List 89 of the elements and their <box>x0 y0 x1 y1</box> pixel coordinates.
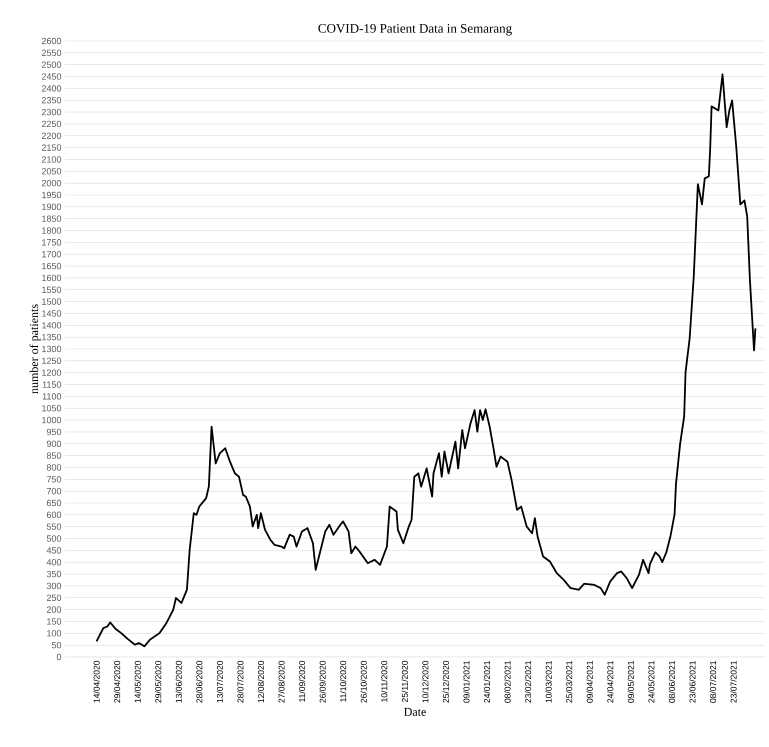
x-tick-label: 23/06/2021 <box>689 660 696 703</box>
y-tick-label: 350 <box>46 570 62 578</box>
y-tick-label: 2600 <box>42 38 62 44</box>
y-tick-label: 600 <box>46 512 62 518</box>
y-tick-label: 2300 <box>42 108 62 116</box>
y-tick-label: 1500 <box>42 298 62 305</box>
x-tick-label: 26/10/2020 <box>360 660 367 703</box>
y-tick-label: 1400 <box>42 322 62 328</box>
y-tick-label: 550 <box>46 523 62 530</box>
y-tick-label: 2200 <box>42 132 62 139</box>
x-tick-label: 08/02/2021 <box>504 660 511 703</box>
x-tick-label: 14/04/2020 <box>93 660 100 702</box>
y-tick-label: 950 <box>46 428 62 436</box>
y-tick-label: 2550 <box>42 50 62 56</box>
y-tick-label: 850 <box>46 452 62 459</box>
y-tick-label: 450 <box>46 547 62 554</box>
y-tick-label: 1650 <box>42 262 62 270</box>
y-tick-label: 650 <box>46 500 62 506</box>
line-series <box>96 74 756 648</box>
y-tick-label: 1800 <box>42 227 62 234</box>
y-tick-label: 2350 <box>42 97 62 104</box>
y-tick-label: 300 <box>46 582 62 590</box>
y-tick-label: 2050 <box>42 168 62 174</box>
x-tick-label: 09/05/2021 <box>628 660 634 703</box>
x-tick-label: 25/12/2020 <box>442 660 449 703</box>
x-tick-label: 10/12/2020 <box>422 660 428 702</box>
y-tick-label: 1300 <box>42 346 62 352</box>
x-tick-label: 26/09/2020 <box>319 660 326 703</box>
x-tick-label: 11/10/2020 <box>340 660 346 702</box>
y-tick-label: 1100 <box>42 393 62 400</box>
x-tick-label: 08/06/2021 <box>668 660 675 703</box>
x-tick-label: 14/05/2020 <box>134 660 141 702</box>
y-axis-title: number of patients <box>30 304 41 394</box>
x-tick-label: 23/07/2021 <box>730 660 737 703</box>
x-tick-label: 11/09/2020 <box>298 660 306 702</box>
x-tick-label: 09/01/2021 <box>463 660 470 703</box>
y-tick-label: 1850 <box>42 215 62 222</box>
y-tick-label: 200 <box>46 606 62 613</box>
x-tick-label: 10/11/2020 <box>381 660 388 702</box>
y-tick-label: 2150 <box>42 144 62 151</box>
y-tick-label: 1150 <box>42 381 62 388</box>
y-tick-label: 1000 <box>42 416 62 424</box>
x-tick-label: 24/01/2021 <box>484 660 490 703</box>
y-tick-label: 50 <box>52 642 62 648</box>
y-tick-label: 2250 <box>42 120 62 128</box>
y-tick-label: 250 <box>46 594 62 601</box>
x-tick-label: 10/03/2021 <box>545 660 552 702</box>
y-tick-label: 2450 <box>42 73 62 80</box>
y-tick-label: 700 <box>46 488 62 494</box>
y-tick-label: 1750 <box>42 239 62 246</box>
chart-title: COVID-19 Patient Data in Semarang <box>318 24 512 36</box>
y-tick-label: 900 <box>46 440 62 447</box>
x-tick-label: 24/05/2021 <box>648 660 654 703</box>
y-tick-label: 1450 <box>42 310 62 317</box>
x-axis-title: Date <box>404 708 426 716</box>
y-tick-label: 2000 <box>42 180 62 186</box>
y-tick-label: 100 <box>47 630 62 636</box>
x-tick-label: 29/04/2020 <box>114 660 120 703</box>
x-tick-label: 29/05/2020 <box>155 660 162 703</box>
y-tick-label: 2500 <box>42 61 62 68</box>
y-tick-label: 1950 <box>42 192 62 198</box>
y-tick-label: 800 <box>46 464 62 471</box>
x-tick-label: 27/08/2020 <box>278 660 285 703</box>
y-tick-label: 1350 <box>42 334 62 340</box>
x-tick-label: 13/06/2020 <box>176 660 182 702</box>
y-tick-label: 1700 <box>42 251 62 258</box>
x-tick-label: 28/07/2020 <box>237 660 244 703</box>
x-tick-label: 09/04/2021 <box>586 660 593 703</box>
y-tick-label: 1250 <box>42 358 62 364</box>
x-tick-label: 24/04/2021 <box>607 660 614 703</box>
y-tick-label: 0 <box>56 654 62 660</box>
y-tick-label: 750 <box>46 476 62 482</box>
y-tick-label: 2100 <box>42 156 62 163</box>
x-tick-label: 12/08/2020 <box>258 660 264 702</box>
x-tick-label: 25/03/2021 <box>566 660 572 703</box>
y-tick-label: 2400 <box>42 85 62 92</box>
y-tick-label: 1200 <box>42 369 62 376</box>
x-tick-label: 13/07/2020 <box>216 660 223 702</box>
x-tick-label: 23/02/2021 <box>524 660 532 703</box>
y-tick-label: 400 <box>46 559 62 566</box>
y-tick-label: 1550 <box>42 286 62 293</box>
y-tick-label: 1600 <box>42 274 62 282</box>
x-tick-label: 25/11/2020 <box>402 660 408 702</box>
y-tick-label: 500 <box>46 535 62 542</box>
y-tick-label: 150 <box>47 618 62 625</box>
y-tick-label: 1050 <box>42 405 62 412</box>
y-tick-label: 1900 <box>42 204 62 210</box>
x-tick-label: 28/06/2020 <box>196 660 202 703</box>
x-tick-label: 08/07/2021 <box>710 660 716 703</box>
